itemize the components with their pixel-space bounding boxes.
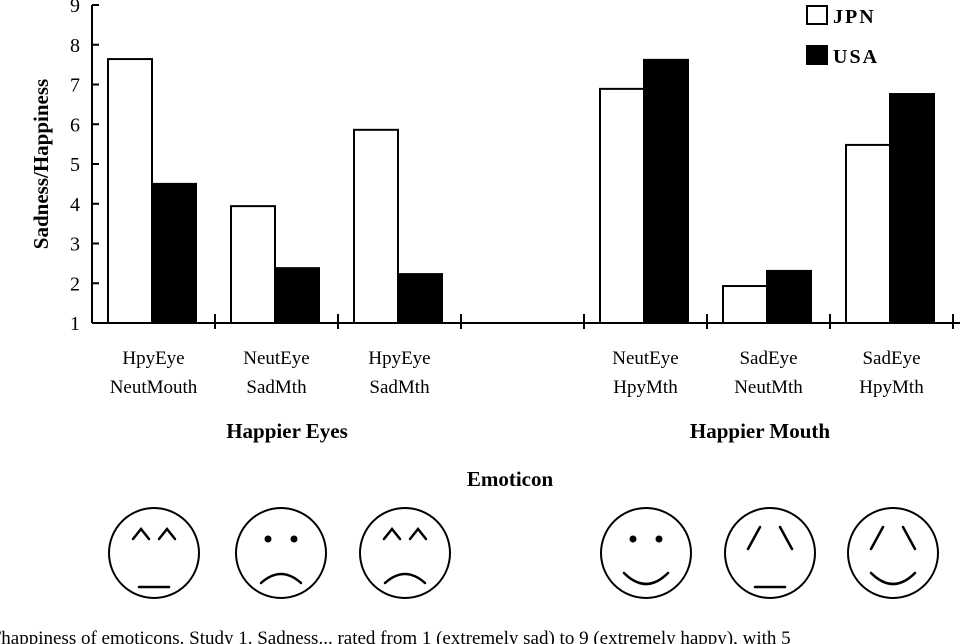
x-category-label: NeutEye bbox=[243, 348, 309, 369]
x-category-label: NeutMth bbox=[734, 377, 803, 398]
mouth-icon bbox=[622, 571, 670, 586]
y-tick-label: 8 bbox=[70, 35, 80, 57]
x-category-label: HpyEye bbox=[122, 348, 184, 369]
bar-jpn bbox=[353, 128, 399, 324]
x-category-label: SadEye bbox=[862, 348, 920, 369]
eye-icon bbox=[290, 535, 298, 543]
eye-icon bbox=[408, 526, 428, 541]
y-tick-label: 9 bbox=[70, 0, 80, 17]
figure-caption: /happiness of emoticons. Study 1. Sadnes… bbox=[0, 628, 791, 644]
x-category-label: SadEye bbox=[739, 348, 797, 369]
group-label: Happier Eyes bbox=[226, 419, 348, 443]
eye-icon bbox=[157, 526, 177, 541]
mouth-icon bbox=[259, 572, 303, 585]
y-tick-label: 5 bbox=[70, 154, 80, 176]
eye-icon bbox=[901, 525, 917, 551]
eye-icon bbox=[629, 535, 637, 543]
emoticon-happy-eyes-neutral-mouth-icon bbox=[108, 507, 200, 599]
bar-usa bbox=[766, 269, 812, 324]
mouth-icon bbox=[869, 571, 917, 586]
emoticon-sad-eyes-happy-mouth-icon bbox=[847, 507, 939, 599]
eye-icon bbox=[382, 526, 402, 541]
bar-usa bbox=[151, 182, 197, 324]
emoticon-sad-eyes-neutral-mouth-icon bbox=[724, 507, 816, 599]
emoticon-neutral-eyes-happy-mouth-icon bbox=[600, 507, 692, 599]
y-tick-label: 6 bbox=[70, 114, 80, 136]
y-tick-label: 2 bbox=[70, 273, 80, 295]
eye-icon bbox=[264, 535, 272, 543]
mouth-icon bbox=[383, 572, 427, 585]
x-category-label: HpyEye bbox=[368, 348, 430, 369]
legend-swatch-usa bbox=[806, 45, 828, 65]
y-axis-label: Sadness/Happiness bbox=[29, 79, 53, 249]
emoticon-neutral-eyes-sad-mouth-icon bbox=[235, 507, 327, 599]
group-label: Happier Mouth bbox=[690, 419, 831, 443]
x-category-label: NeutEye bbox=[612, 348, 678, 369]
y-tick-label: 7 bbox=[70, 75, 80, 97]
x-category-label: HpyMth bbox=[859, 377, 924, 398]
bar-jpn bbox=[230, 205, 276, 324]
y-tick-label: 1 bbox=[70, 313, 80, 335]
eye-icon bbox=[778, 525, 794, 551]
legend-swatch-jpn bbox=[806, 5, 828, 25]
y-tick-label: 3 bbox=[70, 234, 80, 256]
eye-icon bbox=[746, 525, 762, 551]
bar-jpn bbox=[722, 285, 768, 324]
eye-icon bbox=[655, 535, 663, 543]
legend-label-jpn: JPN bbox=[833, 6, 876, 28]
x-category-label: SadMth bbox=[246, 377, 307, 398]
bar-jpn bbox=[107, 58, 153, 325]
bar-usa bbox=[889, 93, 935, 325]
eye-icon bbox=[131, 526, 151, 541]
x-category-label: SadMth bbox=[369, 377, 430, 398]
bar-jpn bbox=[845, 143, 891, 324]
bar-usa bbox=[274, 267, 320, 324]
eye-icon bbox=[869, 525, 885, 551]
x-category-label: HpyMth bbox=[613, 377, 678, 398]
bar-jpn bbox=[599, 87, 645, 324]
legend-label-usa: USA bbox=[833, 46, 879, 68]
y-tick-label: 4 bbox=[70, 194, 80, 216]
bar-usa bbox=[643, 58, 689, 324]
x-category-label: NeutMouth bbox=[110, 377, 198, 398]
emoticon-happy-eyes-sad-mouth-icon bbox=[359, 507, 451, 599]
bar-usa bbox=[397, 273, 443, 325]
section-title: Emoticon bbox=[467, 467, 554, 491]
